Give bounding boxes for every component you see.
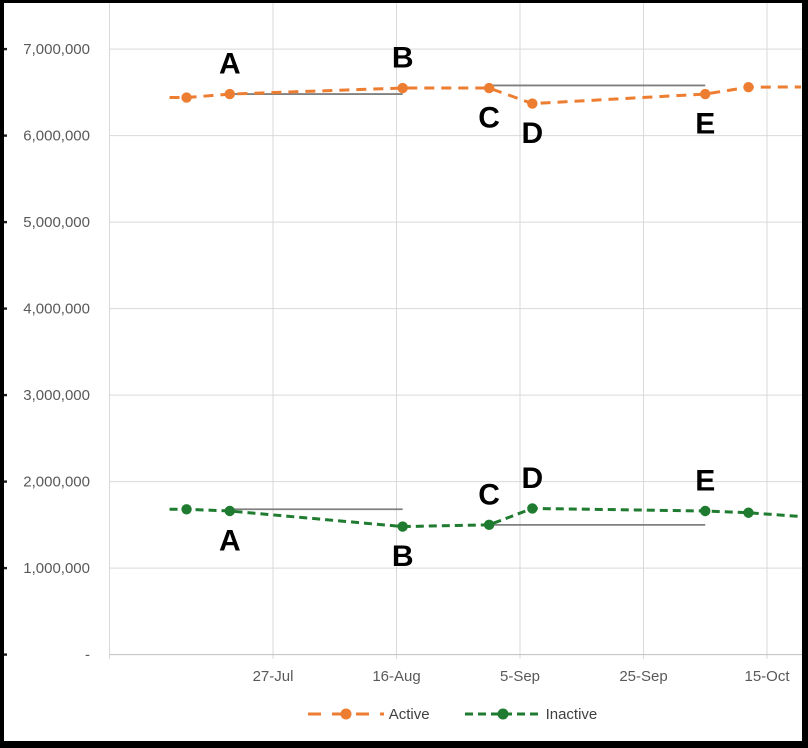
annotation-letter-d-inactive: D xyxy=(522,462,544,495)
active-data-point-marker[interactable] xyxy=(527,98,538,109)
active-series-line[interactable] xyxy=(169,85,802,106)
legend-label-inactive: Inactive xyxy=(545,705,598,723)
frame-border-top xyxy=(0,0,808,3)
y-axis-tick-label: 2,000,000 xyxy=(23,474,90,491)
annotation-letter-e-active: E xyxy=(695,108,715,141)
y-axis-tick-label: 3,000,000 xyxy=(23,387,90,404)
x-axis-tick-label: 25-Sep xyxy=(619,668,667,685)
active-data-point-marker[interactable] xyxy=(397,82,408,94)
inactive-data-point-marker[interactable] xyxy=(527,503,538,514)
inactive-data-point-marker[interactable] xyxy=(224,505,235,517)
inactive-data-point-marker[interactable] xyxy=(483,519,495,531)
legend-item-active[interactable]: Active xyxy=(307,706,430,723)
y-axis-tick-label: 6,000,000 xyxy=(23,128,90,145)
y-axis-tick-label: 7,000,000 xyxy=(23,41,90,58)
annotation-letter-b-active: B xyxy=(392,42,414,75)
inactive-series-swatch-icon xyxy=(464,708,541,720)
legend-item-inactive[interactable]: Inactive xyxy=(464,705,598,723)
frame-border-right xyxy=(802,0,808,748)
frame-border-bottom xyxy=(0,741,808,748)
y-axis-tick-label: 4,000,000 xyxy=(23,301,90,318)
chart-legend: Active Inactive xyxy=(0,701,808,727)
annotation-letter-a-inactive: A xyxy=(219,525,241,558)
inactive-data-point-marker[interactable] xyxy=(397,521,408,532)
inactive-series-line[interactable] xyxy=(169,506,802,529)
active-data-point-marker[interactable] xyxy=(700,88,711,100)
annotation-letter-d-active: D xyxy=(522,117,544,150)
x-axis-tick-label: 5-Sep xyxy=(500,668,540,685)
y-axis-tick-label: - xyxy=(85,647,90,664)
frame-border-left xyxy=(0,0,4,748)
active-data-point-marker[interactable] xyxy=(224,88,235,100)
annotation-letter-e-inactive: E xyxy=(695,465,715,498)
x-axis-tick-label: 16-Aug xyxy=(372,668,420,685)
annotation-letter-c-inactive: C xyxy=(478,478,500,511)
x-axis-tick-label: 27-Jul xyxy=(253,668,294,685)
annotation-letter-a-active: A xyxy=(219,48,241,81)
annotation-letter-c-active: C xyxy=(478,102,500,135)
active-data-point-marker[interactable] xyxy=(181,92,192,103)
y-axis-tick-label: 5,000,000 xyxy=(23,214,90,231)
inactive-data-point-marker[interactable] xyxy=(181,504,192,515)
inactive-data-point-marker[interactable] xyxy=(700,505,711,517)
inactive-data-point-marker[interactable] xyxy=(743,507,754,518)
legend-label-active: Active xyxy=(388,705,430,723)
y-axis-tick-label: 1,000,000 xyxy=(23,560,90,577)
active-data-point-marker[interactable] xyxy=(743,81,754,93)
x-axis-tick-label: 15-Oct xyxy=(744,668,790,685)
active-series-swatch-icon xyxy=(307,708,384,720)
active-data-point-marker[interactable] xyxy=(483,82,495,94)
annotation-letter-b-inactive: B xyxy=(392,540,414,573)
